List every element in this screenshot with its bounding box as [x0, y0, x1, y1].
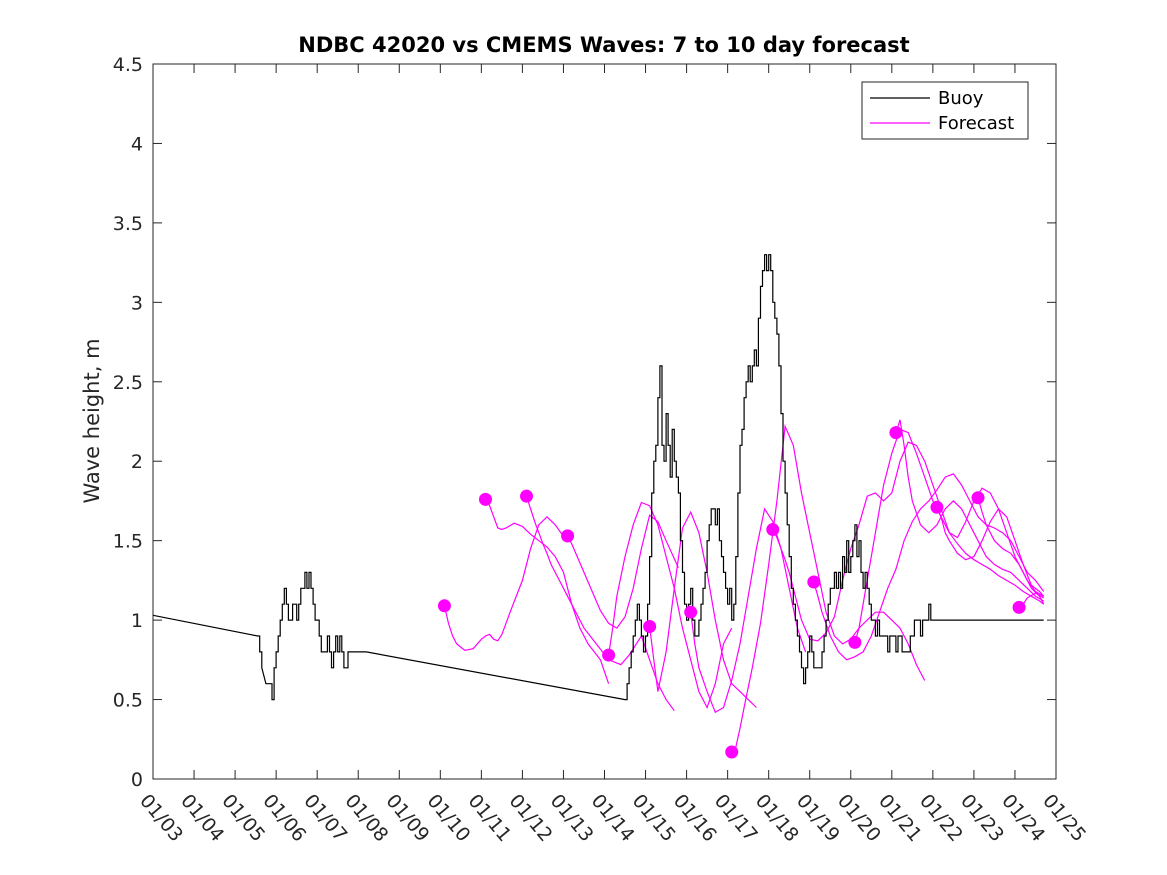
forecast-line: [690, 507, 807, 714]
forecast-line: [936, 507, 1045, 597]
y-tick-label: 3.5: [113, 213, 143, 235]
y-tick-labels: 0 0.5 1 1.5 2 2.5 3 3.5 4 4.5: [113, 54, 143, 791]
forecast-start-markers: [437, 426, 1026, 759]
forecast-line: [731, 423, 926, 753]
y-tick-label: 4.5: [113, 54, 143, 76]
y-tick-label: 1: [131, 610, 143, 632]
forecast-start-marker: [561, 529, 575, 543]
forecast-start-marker: [437, 599, 451, 613]
forecast-start-marker: [889, 426, 903, 440]
forecast-line: [977, 497, 1045, 597]
y-tick-label: 4: [131, 133, 143, 155]
forecast-start-marker: [807, 575, 821, 589]
forecast-line: [895, 419, 1044, 602]
forecast-start-marker: [602, 648, 616, 662]
forecast-start-marker: [930, 500, 944, 514]
forecast-start-marker: [766, 523, 780, 537]
y-tick-label: 1.5: [113, 531, 143, 553]
forecast-line: [649, 510, 757, 708]
forecast-start-marker: [971, 491, 985, 505]
y-tick-label: 2: [131, 451, 143, 473]
axes-box: [152, 63, 1057, 780]
legend: Buoy Forecast: [861, 81, 1029, 140]
chart-title: NDBC 42020 vs CMEMS Waves: 7 to 10 day f…: [298, 33, 909, 57]
forecast-line: [854, 428, 1045, 643]
forecast-start-marker: [725, 745, 739, 759]
y-tick-label: 0: [131, 769, 143, 791]
forecast-start-marker: [848, 635, 862, 649]
legend-forecast-label: Forecast: [938, 113, 1014, 134]
legend-box: [861, 81, 1029, 140]
y-tick-label: 0.5: [113, 690, 143, 712]
forecast-line: [772, 441, 1045, 642]
forecast-start-marker: [520, 489, 534, 503]
legend-buoy-label: Buoy: [938, 88, 984, 109]
y-tick-label: 2.5: [113, 372, 143, 394]
y-tick-label: 3: [131, 292, 143, 314]
forecast-series: [443, 419, 1045, 753]
forecast-start-marker: [684, 605, 698, 619]
forecast-line: [525, 496, 675, 712]
buoy-series-line: [153, 254, 1044, 701]
series-layer: [153, 254, 1045, 759]
forecast-line: [813, 473, 1045, 661]
y-axis-label: Wave height, m: [80, 338, 104, 503]
forecast-start-marker: [643, 619, 657, 633]
forecast-start-marker: [478, 492, 492, 506]
forecast-start-marker: [1012, 600, 1026, 614]
forecast-line: [484, 499, 610, 684]
